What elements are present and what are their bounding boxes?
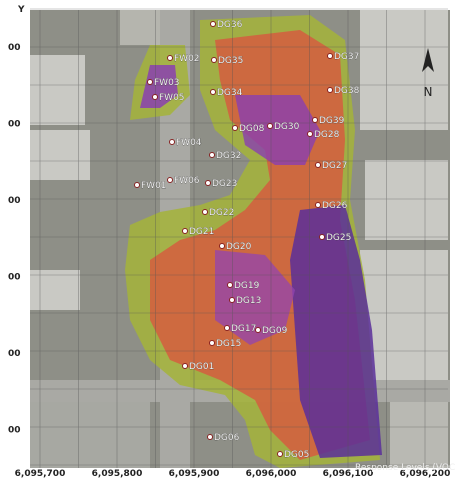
point-label: DG06 bbox=[214, 433, 240, 443]
sample-point bbox=[168, 178, 173, 183]
point-label: DG38 bbox=[334, 86, 360, 96]
point-label: DG36 bbox=[217, 20, 243, 30]
sample-point bbox=[313, 118, 318, 123]
y-tick-label: 00 bbox=[8, 349, 21, 359]
point-label: FW03 bbox=[154, 78, 180, 88]
sample-point bbox=[210, 341, 215, 346]
sample-point bbox=[230, 298, 235, 303]
point-label: DG35 bbox=[218, 56, 243, 66]
point-label: DG39 bbox=[319, 116, 345, 126]
point-label: DG19 bbox=[234, 281, 260, 291]
sample-point bbox=[208, 435, 213, 440]
point-label: DG37 bbox=[334, 52, 359, 62]
x-tick-label: 6,096,000 bbox=[246, 469, 297, 479]
point-label: DG26 bbox=[322, 201, 348, 211]
point-label: DG25 bbox=[326, 233, 351, 243]
point-label: FW05 bbox=[159, 93, 185, 103]
sample-point bbox=[210, 153, 215, 158]
legend-title: Response Levels (VOC bbox=[355, 463, 455, 473]
y-axis-title: Y bbox=[17, 5, 25, 15]
point-label: DG01 bbox=[189, 362, 214, 372]
sample-point bbox=[316, 203, 321, 208]
point-label: DG20 bbox=[226, 242, 252, 252]
point-label: FW06 bbox=[174, 176, 200, 186]
sample-point bbox=[168, 56, 173, 61]
y-tick-label: 00 bbox=[8, 120, 21, 130]
point-label: DG08 bbox=[239, 124, 265, 134]
sample-point bbox=[278, 452, 283, 457]
point-label: DG09 bbox=[262, 326, 288, 336]
sample-point bbox=[328, 54, 333, 59]
map: DG36 DG37 DG35 DG34 DG38 DG39 DG28 DG30 DG08 FW02… bbox=[0, 0, 458, 479]
sample-point bbox=[228, 283, 233, 288]
sample-point bbox=[148, 80, 153, 85]
point-label: DG23 bbox=[212, 179, 237, 189]
sample-point bbox=[203, 210, 208, 215]
sample-point bbox=[328, 88, 333, 93]
point-label: DG17 bbox=[231, 324, 256, 334]
y-tick-label: 00 bbox=[8, 43, 21, 53]
sample-point bbox=[211, 22, 216, 27]
point-label: DG34 bbox=[217, 88, 243, 98]
sample-point bbox=[183, 364, 188, 369]
point-label: DG21 bbox=[189, 227, 214, 237]
y-ticks: 00 00 00 00 00 00 bbox=[8, 43, 21, 436]
y-tick-label: 00 bbox=[8, 273, 21, 283]
sample-point bbox=[308, 132, 313, 137]
north-label: N bbox=[424, 85, 433, 99]
sample-point bbox=[135, 183, 140, 188]
point-label: DG27 bbox=[322, 161, 347, 171]
sample-point bbox=[316, 163, 321, 168]
point-label: DG15 bbox=[216, 339, 241, 349]
x-tick-label: 6,095,700 bbox=[15, 469, 66, 479]
sample-point bbox=[256, 328, 261, 333]
sample-point bbox=[220, 244, 225, 249]
point-label: FW02 bbox=[174, 54, 200, 64]
y-tick-label: 00 bbox=[8, 426, 21, 436]
sample-point bbox=[211, 90, 216, 95]
point-label: DG30 bbox=[274, 122, 300, 132]
point-label: DG28 bbox=[314, 130, 340, 140]
point-label: DG22 bbox=[209, 208, 234, 218]
point-label: DG32 bbox=[216, 151, 241, 161]
sample-point bbox=[212, 58, 217, 63]
sample-point bbox=[183, 229, 188, 234]
sample-point bbox=[268, 124, 273, 129]
x-tick-label: 6,095,900 bbox=[169, 469, 220, 479]
sample-point bbox=[233, 126, 238, 131]
x-tick-label: 6,095,800 bbox=[92, 469, 143, 479]
point-label: FW04 bbox=[176, 138, 202, 148]
point-label: FW01 bbox=[141, 181, 167, 191]
sample-point bbox=[206, 181, 211, 186]
point-label: DG13 bbox=[236, 296, 261, 306]
sample-point bbox=[225, 326, 230, 331]
sample-point bbox=[320, 235, 325, 240]
sample-point bbox=[170, 140, 175, 145]
y-tick-label: 00 bbox=[8, 196, 21, 206]
sample-point bbox=[153, 95, 158, 100]
point-label: DG05 bbox=[284, 450, 309, 460]
